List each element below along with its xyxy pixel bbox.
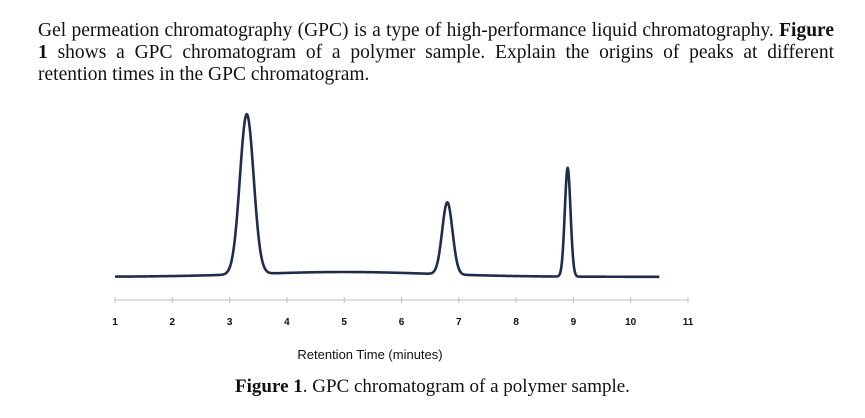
x-tick-label: 5 [341, 317, 347, 328]
caption-label: Figure 1 [235, 376, 303, 397]
x-tick-label: 9 [571, 317, 577, 328]
figure-reference: Figure 1 [38, 20, 835, 63]
x-tick-label: 8 [513, 317, 519, 328]
question-text: Gel permeation chromatography (GPC) is a… [38, 20, 834, 86]
x-tick-label: 11 [683, 317, 694, 328]
chromatogram-line [114, 112, 661, 279]
x-tick-label: 1 [112, 317, 118, 328]
x-tick-label: 7 [456, 317, 462, 328]
x-axis-title: Retention Time (minutes) [297, 347, 442, 362]
x-tick-label: 4 [284, 317, 290, 328]
caption-text: . GPC chromatogram of a polymer sample. [302, 376, 630, 397]
x-tick-label: 3 [227, 317, 233, 328]
figure-caption: Figure 1. GPC chromatogram of a polymer … [0, 376, 865, 398]
question-part1: Gel permeation chromatography (GPC) is a… [38, 20, 774, 41]
x-tick-label: 10 [625, 317, 637, 328]
chromatogram-series [114, 112, 661, 279]
x-tick-label: 2 [170, 317, 176, 328]
question-part2: shows a GPC chromatogram of a polymer sa… [38, 42, 834, 85]
x-tick-label: 6 [399, 317, 405, 328]
gpc-chromatogram-chart: 1 2 3 4 5 6 7 8 9 10 11 Retention Time (minutes) [112, 112, 694, 362]
x-axis: 1 2 3 4 5 6 7 8 9 10 11 [112, 297, 694, 328]
